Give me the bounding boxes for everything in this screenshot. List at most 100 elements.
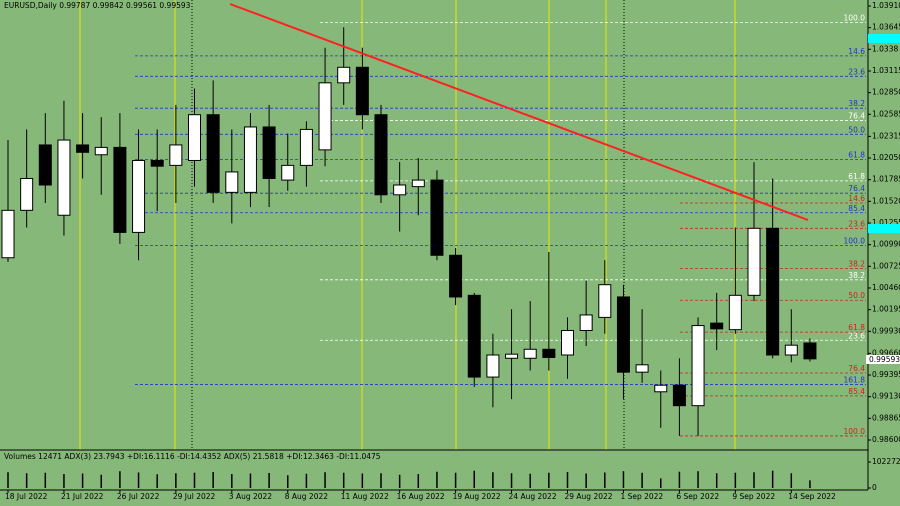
x-tick-label: 14 Sep 2022 (788, 492, 836, 501)
x-tick-label: 19 Aug 2022 (453, 492, 501, 501)
fib-label: 85.4 (848, 204, 865, 213)
x-tick-label: 29 Aug 2022 (565, 492, 613, 501)
fib-label: 14.6 (848, 47, 865, 56)
fib-label: 100.0 (844, 427, 866, 436)
candle-body (374, 114, 388, 196)
candle-body (318, 82, 332, 151)
fib-label: 76.4 (848, 364, 865, 373)
x-tick-label: 6 Sep 2022 (676, 492, 719, 501)
last-price-label: 0.99593 (869, 355, 900, 364)
fib-label: 38.2 (848, 99, 865, 108)
candle-body (76, 144, 90, 153)
candle-body (38, 144, 52, 186)
candle-body (766, 227, 780, 356)
candle-body (523, 348, 537, 359)
y-tick-label: 1.00195 (872, 305, 900, 314)
y-tick-label: 1.03115 (872, 66, 900, 75)
candle-body (579, 314, 593, 331)
candles (1, 27, 817, 436)
candle-body (803, 342, 817, 360)
x-tick-label: 21 Jul 2022 (61, 492, 104, 501)
x-tick-label: 18 Jul 2022 (5, 492, 48, 501)
fib-label: 61.8 (848, 151, 865, 160)
candle-body (225, 171, 239, 193)
y-tick-label: 1.03645 (872, 23, 900, 32)
candle-body (299, 128, 313, 166)
candle-body (411, 179, 425, 188)
volume-tick-label: 0 (872, 483, 877, 492)
volume-panel (7, 470, 811, 488)
axes: 1.03910 1.03645 1.0338 1.03115 1.02850 1.0258… (5, 1, 900, 501)
y-tick-label: 0.98865 (872, 413, 900, 422)
fib-label: 161.8 (844, 375, 866, 384)
candle-body (393, 184, 407, 196)
x-tick-label: 1 Sep 2022 (620, 492, 663, 501)
y-tick-label: 1.02050 (872, 153, 900, 162)
fib-label: 100.0 (844, 13, 866, 22)
candle-body (150, 159, 164, 167)
trend-line (229, 3, 809, 221)
y-tick-label: 1.00990 (872, 240, 900, 249)
candle-body (1, 209, 15, 259)
candle-body (710, 322, 724, 330)
candle-body (20, 177, 34, 211)
last-price-box (866, 355, 900, 364)
fib-label: 14.6 (848, 194, 865, 203)
y-tick-label: 1.01255 (872, 218, 900, 227)
y-tick-label: 1.02850 (872, 88, 900, 97)
candle-body (355, 66, 369, 116)
indicator-header: Volumes 12471 ADX(3) 23.7943 +DI:16.1116… (4, 452, 381, 461)
fib-label: 23.6 (848, 67, 865, 76)
candle-body (430, 179, 444, 256)
x-tick-label: 16 Aug 2022 (397, 492, 445, 501)
volume-tick-label: 102272 (872, 457, 900, 466)
fib-label: 38.2 (848, 259, 865, 268)
candle-body (784, 344, 798, 356)
x-tick-label: 9 Sep 2022 (732, 492, 775, 501)
y-tick-label: 1.03910 (872, 1, 900, 10)
fib-label: 50.0 (848, 291, 865, 300)
y-tick-label: 1.02585 (872, 109, 900, 118)
x-tick-label: 26 Jul 2022 (117, 492, 160, 501)
fib-label: 23.6 (848, 331, 865, 340)
fib-label: 50.0 (848, 125, 865, 134)
y-tick-label: 1.00725 (872, 261, 900, 270)
candle-body (635, 364, 649, 373)
candle-body (262, 126, 276, 179)
candle-body (188, 114, 201, 161)
x-tick-label: 8 Aug 2022 (285, 492, 328, 501)
fib-label: 61.8 (848, 323, 865, 332)
candle-body (449, 254, 463, 298)
chart-header: EURUSD,Daily 0.99787 0.99842 0.99561 0.9… (4, 1, 191, 10)
y-tick-label: 1.02315 (872, 131, 900, 140)
candle-body (561, 329, 574, 356)
fib-label: 23.6 (848, 219, 865, 228)
x-tick-label: 29 Jul 2022 (173, 492, 216, 501)
candle-body (598, 284, 612, 318)
fib-label: 85.4 (848, 387, 865, 396)
candle-body (467, 294, 481, 378)
candle-body (169, 144, 183, 166)
candle-body (654, 384, 668, 393)
candle-body (243, 126, 257, 193)
y-tick-label: 0.99130 (872, 392, 900, 401)
candle-body (486, 354, 500, 378)
x-tick-label: 24 Aug 2022 (509, 492, 557, 501)
price-marker (868, 224, 900, 233)
fib-label: 76.4 (848, 111, 865, 120)
candle-body (542, 348, 556, 358)
candle-body (206, 114, 220, 193)
candle-body (672, 384, 686, 407)
y-tick-label: 0.99930 (872, 326, 900, 335)
candle-body (728, 294, 742, 331)
y-tick-label: 1.01520 (872, 196, 900, 205)
price-marker (868, 34, 900, 43)
candle-body (747, 227, 761, 296)
y-tick-label: 1.00460 (872, 283, 900, 292)
x-tick-label: 3 Aug 2022 (229, 492, 272, 501)
candle-body (57, 139, 71, 216)
candle-body (616, 296, 630, 373)
candle-body (505, 353, 519, 359)
candle-body (132, 159, 146, 233)
